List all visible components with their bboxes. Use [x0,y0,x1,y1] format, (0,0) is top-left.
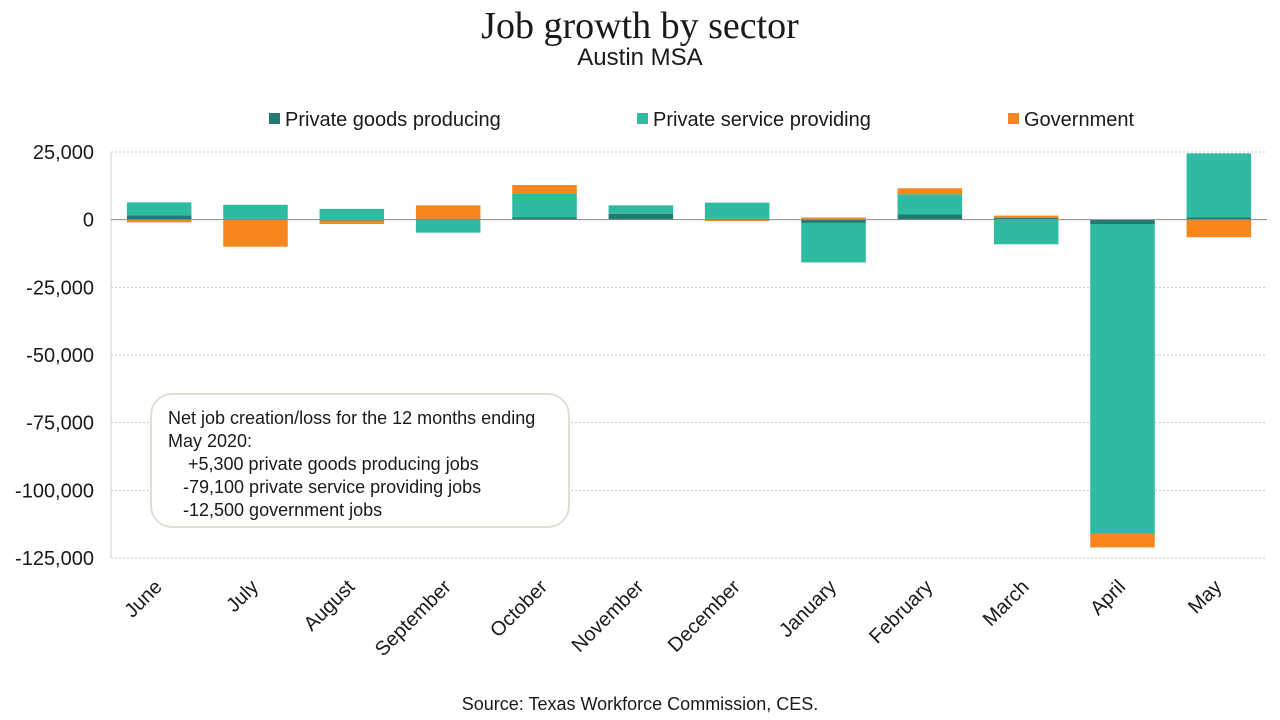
legend-swatch [1008,113,1019,124]
bar-private-service-providing [897,194,963,215]
note-line: -12,500 government jobs [168,500,383,520]
bar-private-service-providing [415,219,481,233]
y-tick-label: -50,000 [26,345,94,367]
bar-private-goods-producing [1186,217,1252,220]
chart-title: Job growth by sector [481,5,799,47]
y-tick-label: -75,000 [26,413,94,435]
legend-label: Private goods producing [285,109,501,131]
x-tick-label: September [371,576,456,661]
bar-government [512,185,577,194]
bar-private-goods-producing [801,219,866,223]
y-tick-label: -25,000 [26,277,94,299]
bar-government [801,217,866,220]
x-tick-label: October [486,576,552,642]
y-tick-label: -125,000 [15,548,94,570]
bar-private-service-providing [608,205,674,214]
bar-government [1186,219,1252,238]
y-tick-label: 25,000 [33,142,94,164]
bar-private-service-providing [1186,153,1252,218]
bar-private-service-providing [704,202,770,219]
bar-government [223,219,288,247]
source-note: Source: Texas Workforce Commission, CES. [461,694,819,714]
x-tick-label: June [120,576,166,622]
bar-private-goods-producing [897,214,963,220]
bar-private-goods-producing [1090,219,1155,224]
legend-swatch [269,113,280,124]
bar-private-goods-producing [608,213,674,220]
bar-private-service-providing [1090,223,1155,534]
note-line: Net job creation/loss for the 12 months … [168,408,536,428]
bar-government [704,219,770,222]
x-tick-label: May [1184,576,1226,618]
legend-swatch [637,113,648,124]
legend-label: Private service providing [653,109,871,131]
x-tick-label: February [865,576,937,648]
x-tick-label: July [222,576,263,617]
bar-private-service-providing [993,219,1059,245]
note-line: May 2020: [168,431,253,451]
x-tick-label: January [775,576,841,642]
bar-private-goods-producing [126,215,192,220]
chart-subtitle: Austin MSA [577,44,703,71]
legend-label: Government [1024,109,1134,131]
bar-government [415,205,481,219]
bar-private-service-providing [319,208,385,220]
x-tick-label: December [664,576,745,657]
bar-government [126,219,192,223]
y-tick-label: -100,000 [15,480,94,502]
bar-private-service-providing [512,193,577,218]
x-tick-label: August [300,576,360,636]
net-job-change-note: Net job creation/loss for the 12 months … [150,393,570,528]
bar-government [1090,533,1155,548]
x-tick-label: March [979,576,1034,631]
bar-private-service-providing [801,222,866,263]
x-tick-label: November [568,576,649,657]
bar-government [993,215,1059,219]
bar-government [319,220,385,224]
y-tick-label: 0 [83,210,94,232]
note-line: +5,300 private goods producing jobs [168,454,479,474]
bar-private-service-providing [126,202,192,216]
bar-private-goods-producing [993,218,1059,220]
bar-private-service-providing [223,204,288,219]
bar-government [897,188,963,195]
note-line: -79,100 private service providing jobs [168,477,482,497]
x-tick-label: April [1086,576,1130,620]
bar-private-goods-producing [512,217,577,220]
